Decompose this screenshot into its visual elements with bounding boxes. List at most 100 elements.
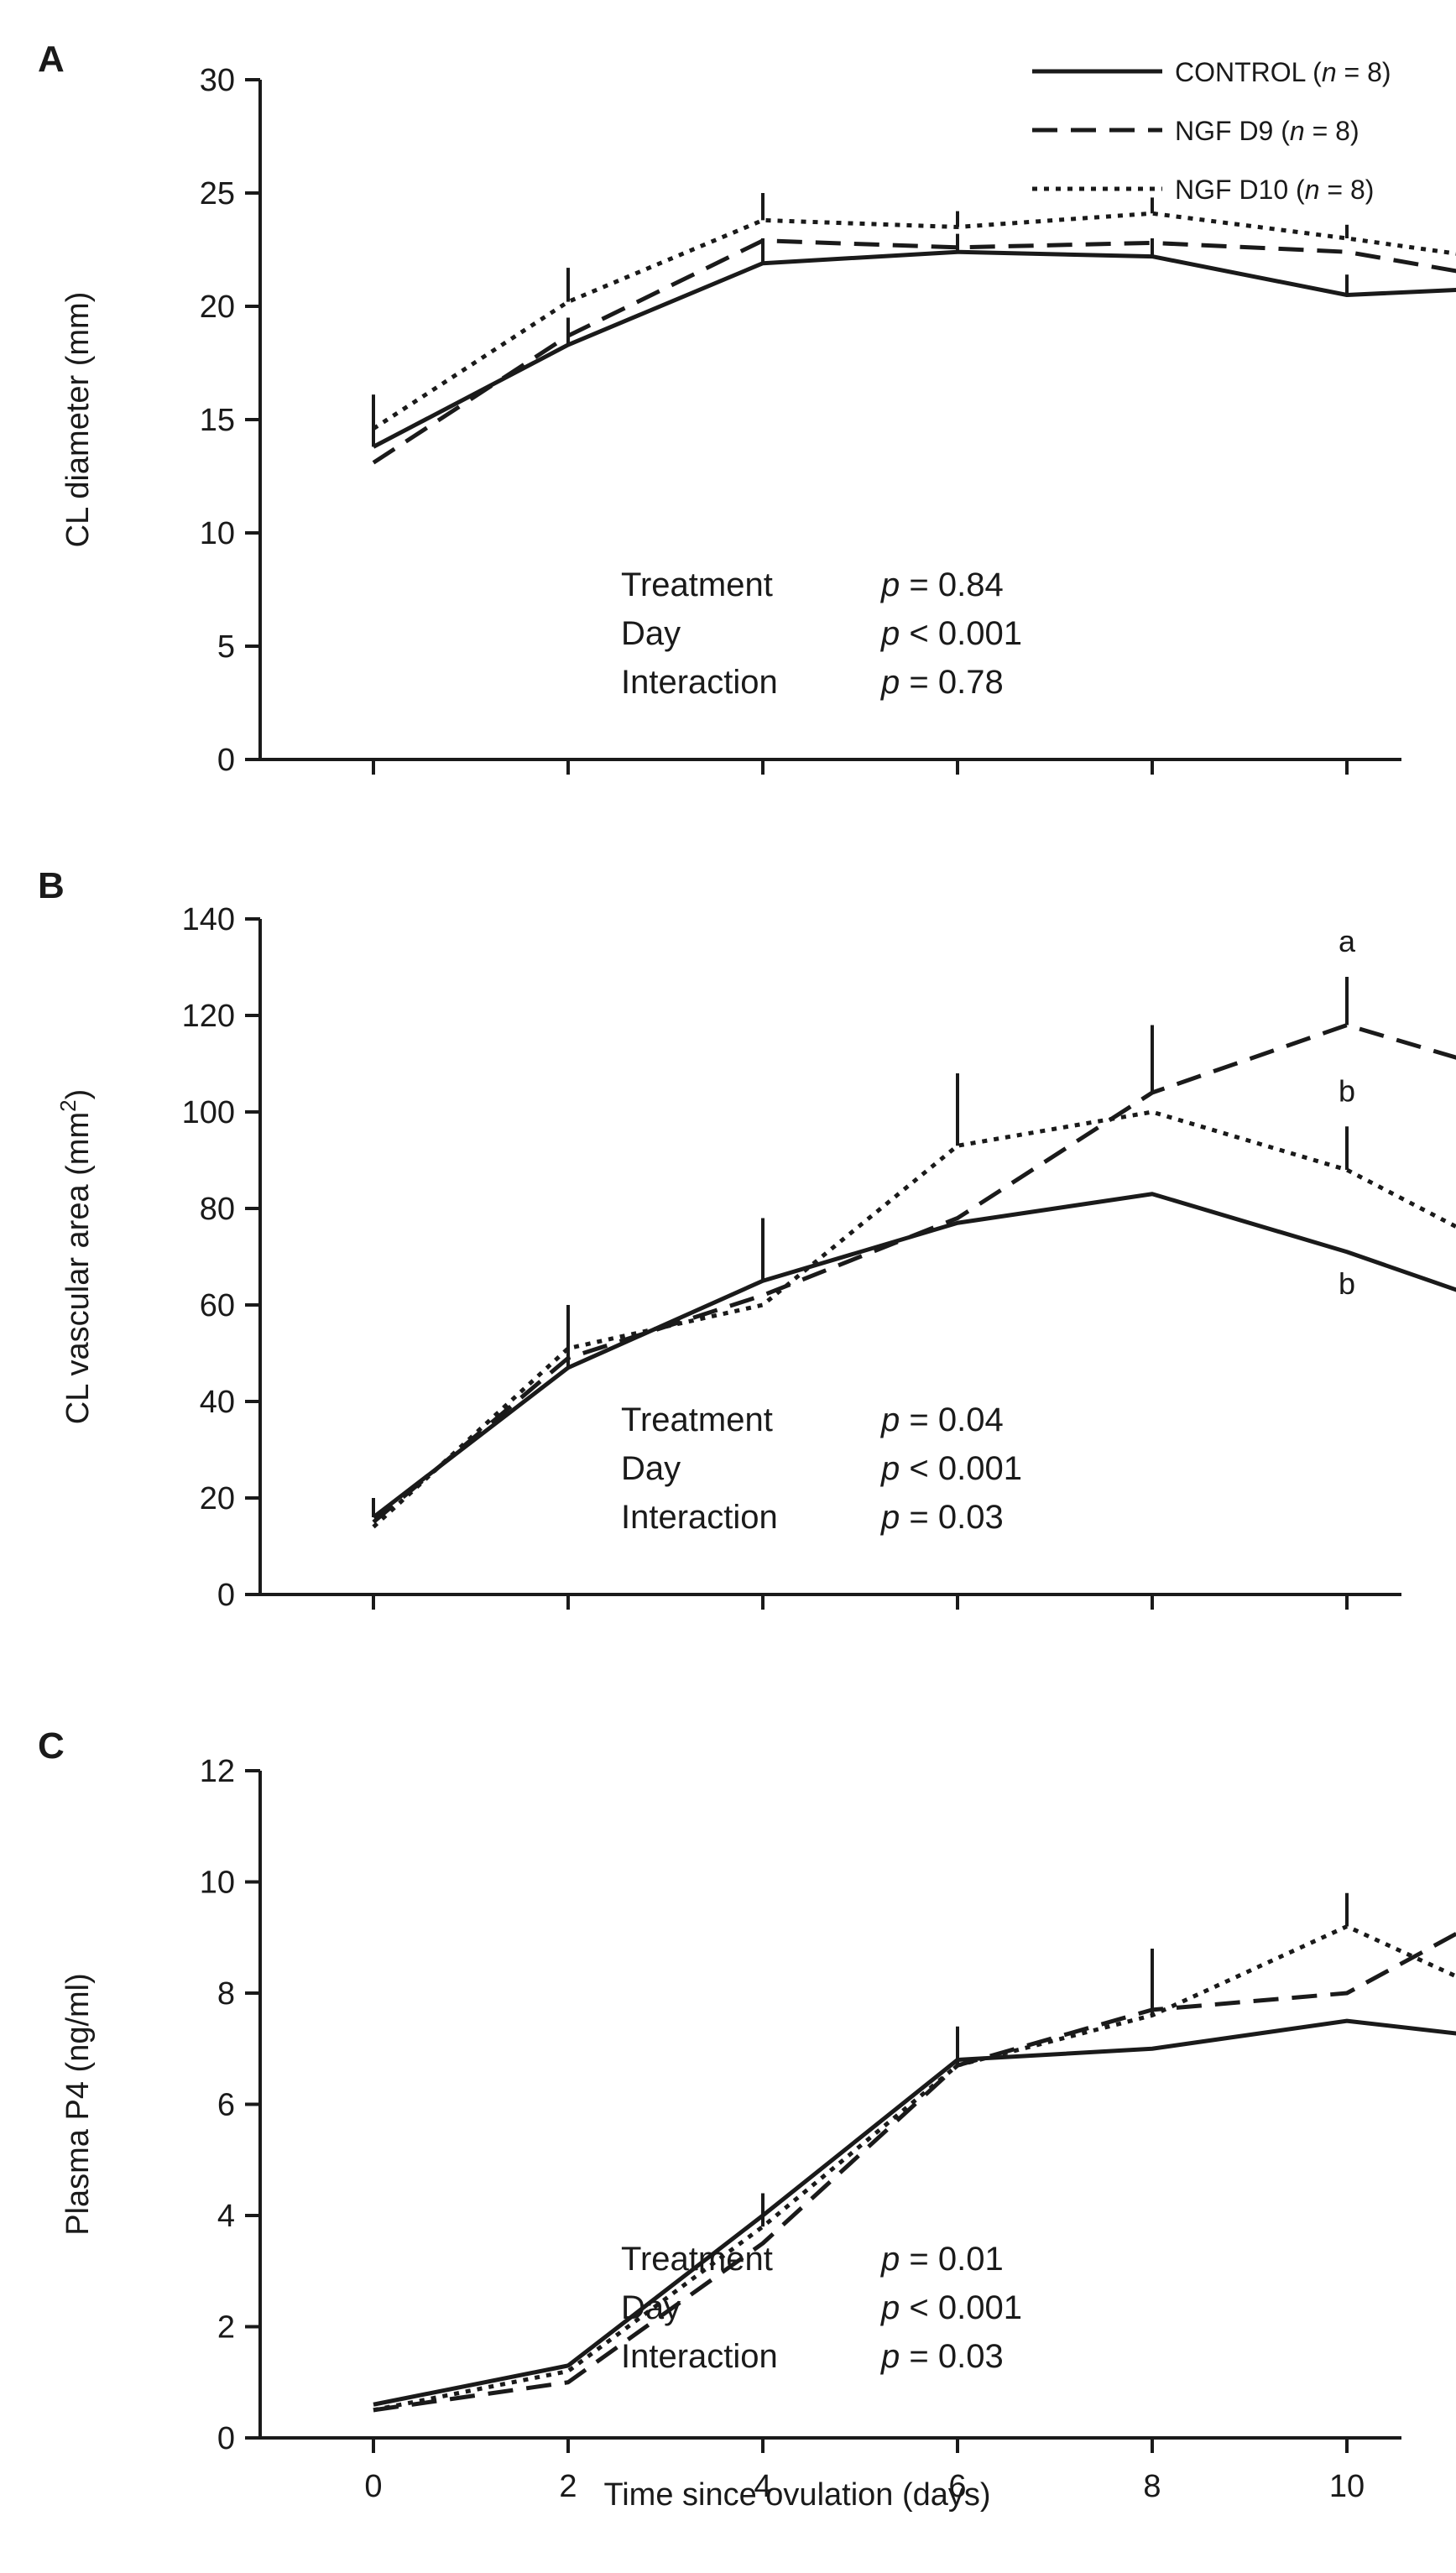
- stat-label: Day: [621, 615, 681, 652]
- y-axis-label-text: Plasma P4 (ng/ml): [60, 1973, 96, 2236]
- stat-p-number: = 0.03: [900, 2338, 1003, 2375]
- panel-c: C024681012024681012141618Plasma P4 (ng/m…: [38, 1725, 1456, 2504]
- stat-label: Interaction: [621, 1499, 778, 1536]
- legend-entry: NGF D9 (n = 8): [1175, 116, 1359, 146]
- y-tick-label: 2: [217, 2310, 235, 2346]
- stat-p-number: < 0.001: [900, 1450, 1022, 1487]
- stat-p-number: = 0.03: [900, 1499, 1003, 1536]
- stat-p-symbol: p: [880, 566, 900, 603]
- stat-label: Treatment: [621, 2241, 773, 2278]
- y-tick-label: 10: [200, 1866, 235, 1901]
- y-tick-label: 80: [200, 1192, 235, 1227]
- legend-entry-name: NGF D9 (: [1175, 116, 1290, 146]
- stat-p-value: p < 0.001: [880, 2289, 1022, 2326]
- stat-p-value: p = 0.84: [880, 566, 1004, 603]
- stat-label: Day: [621, 1450, 681, 1487]
- stat-p-value: p = 0.04: [880, 1401, 1004, 1438]
- x-tick-label: 8: [1143, 2469, 1161, 2504]
- y-axis-label: CL vascular area (mm2): [55, 1089, 96, 1424]
- x-tick-label: 6: [948, 2469, 966, 2504]
- legend-entry-n: n: [1305, 175, 1320, 205]
- series-line-ngf-d9: [372, 1023, 1456, 1524]
- stat-p-symbol: p: [880, 1499, 900, 1536]
- y-axis-label-superscript: 2: [55, 1099, 81, 1111]
- stat-p-value: p < 0.001: [880, 1450, 1022, 1487]
- y-tick-label: 15: [200, 403, 235, 438]
- y-axis-label-close: ): [60, 1089, 96, 1100]
- stat-p-symbol: p: [880, 2338, 900, 2375]
- series-line-ngf-d9: [372, 238, 1456, 465]
- y-tick-label: 6: [217, 2088, 235, 2123]
- stat-label: Treatment: [621, 1401, 773, 1438]
- x-tick-label: 10: [1329, 2469, 1365, 2504]
- y-tick-label: 0: [217, 1578, 235, 1613]
- stat-p-number: < 0.001: [900, 615, 1022, 652]
- stat-p-number: = 0.84: [900, 566, 1003, 603]
- y-axis-label-text: CL vascular area (mm: [60, 1112, 96, 1424]
- y-axis-label-text: CL diameter (mm): [60, 292, 96, 548]
- y-tick-label: 30: [200, 63, 235, 98]
- stat-p-symbol: p: [880, 664, 900, 701]
- y-tick-label: 140: [182, 902, 235, 937]
- x-tick-label: 0: [364, 2469, 382, 2504]
- stat-p-number: = 0.01: [900, 2241, 1003, 2278]
- legend-entry: CONTROL (n = 8): [1175, 57, 1391, 87]
- y-tick-label: 0: [217, 743, 235, 778]
- stat-p-value: p = 0.78: [880, 664, 1004, 701]
- series-line-ngf-d9: [373, 1931, 1456, 2413]
- series-line-control: [373, 2018, 1456, 2407]
- stat-p-value: p < 0.001: [880, 615, 1022, 652]
- x-tick-label: 2: [559, 2469, 577, 2504]
- significance-letter: b: [1339, 1266, 1355, 1301]
- y-tick-label: 5: [217, 629, 235, 665]
- series-line-ngf-d10: [373, 1924, 1456, 2413]
- panel-b: B 0 20 40 60 80 100 120 140 CL vascular area (mm2…: [38, 865, 1456, 1613]
- series-line-ngf-d10: [372, 1109, 1456, 1529]
- panel-letter: C: [38, 1725, 65, 1767]
- y-tick-label: 8: [217, 1976, 235, 2012]
- y-tick-label: 10: [200, 516, 235, 551]
- y-axis-label: CL diameter (mm): [60, 292, 96, 548]
- legend-entry: NGF D10 (n = 8): [1175, 175, 1374, 205]
- y-tick-label: 12: [200, 1754, 235, 1789]
- y-tick-label: 25: [200, 176, 235, 211]
- significance-letter: a: [1339, 924, 1356, 958]
- legend-entry-n: n: [1290, 116, 1305, 146]
- stat-label: Treatment: [621, 566, 773, 603]
- y-tick-label: 20: [200, 290, 235, 325]
- y-tick-label: 20: [200, 1481, 235, 1516]
- stat-label: Day: [621, 2289, 681, 2326]
- legend-entry-count: = 8): [1319, 175, 1374, 205]
- y-tick-label: 0: [217, 2421, 235, 2456]
- stat-p-number: < 0.001: [900, 2289, 1022, 2326]
- y-tick-label: 100: [182, 1095, 235, 1130]
- stat-p-symbol: p: [880, 1450, 900, 1487]
- stat-p-value: p = 0.03: [880, 1499, 1004, 1536]
- stat-p-number: = 0.04: [900, 1401, 1003, 1438]
- stat-p-symbol: p: [880, 615, 900, 652]
- y-tick-label: 120: [182, 999, 235, 1034]
- y-tick-label: 4: [217, 2199, 235, 2234]
- y-tick-label: 60: [200, 1288, 235, 1323]
- stat-label: Interaction: [621, 664, 778, 701]
- significance-letter: b: [1339, 1073, 1355, 1108]
- series-line-control: [372, 249, 1456, 449]
- stat-p-symbol: p: [880, 2241, 900, 2278]
- y-tick-label: 40: [200, 1385, 235, 1420]
- panel-letter: A: [38, 39, 65, 80]
- legend-entry-count: = 8): [1337, 57, 1391, 87]
- x-tick-label: 4: [754, 2469, 771, 2504]
- legend-entry-name: CONTROL (: [1175, 57, 1322, 87]
- panel-a: A 0 5 10 15 20 25 30 CL diameter (mm) Treatment p …: [38, 39, 1456, 778]
- legend: CONTROL (n = 8)NGF D9 (n = 8)NGF D10 (n …: [1032, 57, 1391, 205]
- legend-entry-n: n: [1322, 57, 1337, 87]
- stat-p-value: p = 0.01: [880, 2241, 1004, 2278]
- stat-p-value: p = 0.03: [880, 2338, 1004, 2375]
- x-axis-label: Time since ovulation (days): [603, 2477, 990, 2513]
- stat-label: Interaction: [621, 2338, 778, 2375]
- stat-p-number: = 0.78: [900, 664, 1003, 701]
- stat-p-symbol: p: [880, 2289, 900, 2326]
- stat-p-symbol: p: [880, 1401, 900, 1438]
- panel-letter: B: [38, 865, 65, 906]
